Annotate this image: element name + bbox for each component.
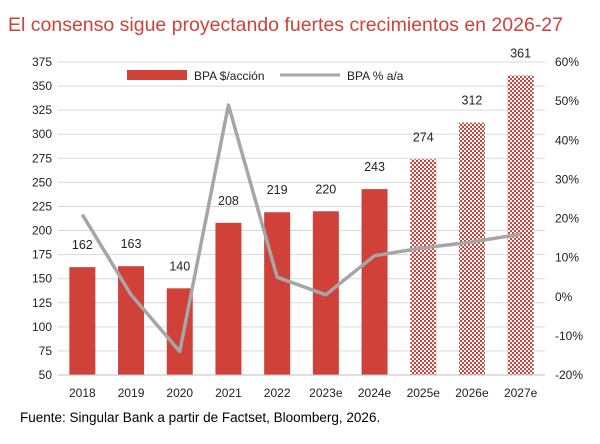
bar-value-label: 274 xyxy=(413,130,434,144)
y-right-tick-label: 20% xyxy=(555,212,579,226)
x-tick-label: 2018 xyxy=(69,386,96,400)
bar-value-label: 243 xyxy=(364,160,385,174)
y-right-tick-label: 50% xyxy=(555,94,579,108)
bar xyxy=(410,159,437,375)
bar xyxy=(69,267,96,375)
x-tick-label: 2021 xyxy=(215,386,242,400)
y-left-tick-label: 375 xyxy=(32,55,52,69)
y-right-tick-label: 0% xyxy=(555,290,573,304)
source-note: Fuente: Singular Bank a partir de Factse… xyxy=(20,410,381,425)
y-right-tick-label: -10% xyxy=(555,329,583,343)
y-left-tick-label: 325 xyxy=(32,103,52,117)
bar xyxy=(215,222,242,375)
chart-title: El consenso sigue proyectando fuertes cr… xyxy=(8,14,563,36)
bar xyxy=(458,122,485,375)
axes: 50 75 100 125 150 175 200 225 250 275 300 325 350 375… xyxy=(32,55,583,400)
y-left-tick-label: 75 xyxy=(39,344,53,358)
legend-swatch-bars xyxy=(127,70,187,80)
x-tick-label: 2024e xyxy=(358,386,392,400)
legend: BPA $/acción BPA % a/a xyxy=(127,69,404,83)
bar xyxy=(361,189,388,375)
bar-value-label: 162 xyxy=(72,238,93,252)
legend-label-line: BPA % a/a xyxy=(347,69,404,83)
y-left-tick-label: 350 xyxy=(32,79,52,93)
x-tick-label: 2020 xyxy=(166,386,193,400)
y-left-tick-label: 275 xyxy=(32,151,52,165)
y-left-tick-label: 200 xyxy=(32,224,52,238)
bar-value-label: 163 xyxy=(121,237,142,251)
data-labels: 162 163 140 208 219 220 243 274 312 361 xyxy=(72,46,531,273)
legend-label-bars: BPA $/acción xyxy=(194,69,265,83)
bars xyxy=(69,75,534,375)
y-left-tick-label: 225 xyxy=(32,199,52,213)
y-right-tick-label: 60% xyxy=(555,55,579,69)
bar-value-label: 220 xyxy=(315,182,336,196)
bar xyxy=(118,266,145,375)
x-tick-label: 2026e xyxy=(455,386,489,400)
y-left-tick-label: 125 xyxy=(32,296,52,310)
y-left-tick-label: 300 xyxy=(32,127,52,141)
y-right-tick-label: 10% xyxy=(555,251,579,265)
bar xyxy=(264,212,291,375)
bar-value-label: 219 xyxy=(267,183,288,197)
x-tick-label: 2025e xyxy=(407,386,441,400)
y-right-tick-label: -20% xyxy=(555,368,583,382)
y-left-tick-label: 100 xyxy=(32,320,52,334)
bar-value-label: 208 xyxy=(218,194,239,208)
bar-value-label: 140 xyxy=(169,259,190,273)
y-left-tick-label: 50 xyxy=(39,368,53,382)
bar-value-label: 361 xyxy=(510,46,531,60)
x-tick-label: 2023e xyxy=(309,386,343,400)
y-left-tick-label: 150 xyxy=(32,272,52,286)
y-right-tick-label: 40% xyxy=(555,133,579,147)
x-tick-label: 2022 xyxy=(264,386,291,400)
y-right-tick-label: 30% xyxy=(555,172,579,186)
x-tick-label: 2019 xyxy=(118,386,145,400)
bar-value-label: 312 xyxy=(462,94,483,108)
growth-line xyxy=(80,103,521,354)
x-tick-label: 2027e xyxy=(504,386,538,400)
y-left-tick-label: 250 xyxy=(32,175,52,189)
growth-line-path xyxy=(80,103,521,354)
y-left-tick-label: 175 xyxy=(32,248,52,262)
bar xyxy=(507,75,534,375)
